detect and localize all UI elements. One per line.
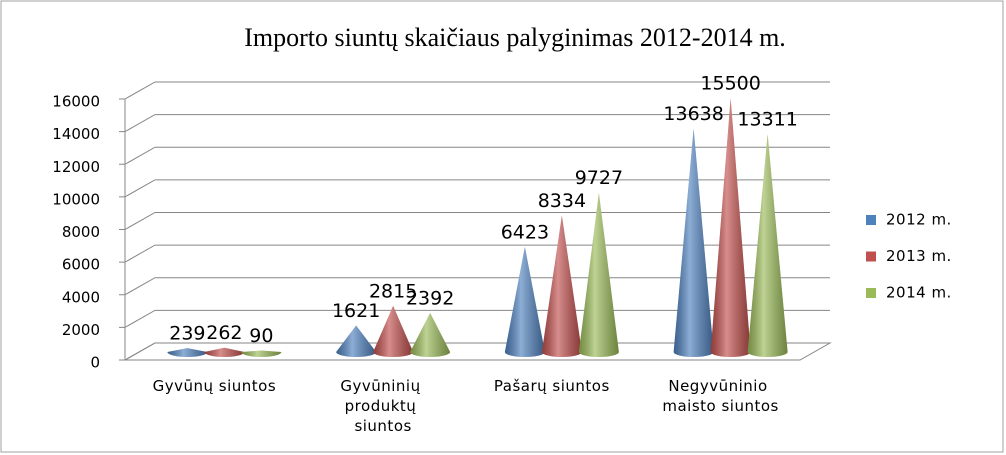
cone-shade [541,215,582,357]
legend-label: 2012 m. [886,211,952,229]
data-label: 90 [249,325,273,347]
data-label: 8334 [538,190,586,212]
y-tick-label: 10000 [52,190,100,208]
y-tick-label: 14000 [52,125,100,143]
cone-shade [167,348,208,357]
y-tick-label: 12000 [52,158,100,176]
y-tick-label: 2000 [62,321,100,339]
data-label: 6423 [501,221,549,243]
y-tick-label: 6000 [62,256,100,274]
cone-shade [673,128,714,357]
data-label: 2392 [406,287,454,309]
cone-shade [578,192,619,357]
grid-line [124,114,830,133]
chart-title: Importo siuntų skaičiaus palyginimas 201… [244,23,786,52]
y-tick-label: 4000 [62,288,100,306]
data-label: 15500 [700,73,760,95]
y-tick-label: 16000 [52,93,100,111]
cone-shade [241,350,282,357]
data-label: 9727 [575,167,623,189]
cone-shade [410,312,451,357]
data-label: 239 [169,323,205,345]
cone-shade [747,134,788,357]
cone-shade [504,246,545,357]
x-tick-label: Pašarų siuntos [494,377,610,395]
cone-shade [336,325,377,357]
legend-swatch [866,215,876,225]
data-label: 13638 [663,103,723,125]
grid-line [124,179,830,198]
data-label: 13311 [737,109,797,131]
grid-line [124,81,830,100]
x-tick-label: Gyvūnų siuntos [153,377,277,395]
legend-label: 2014 m. [886,284,952,302]
data-label: 262 [206,322,242,344]
legend-swatch [866,251,876,262]
cone-shade [204,347,245,357]
cone-shade [710,98,751,357]
cone-shade [373,305,414,357]
data-label: 2815 [369,280,417,302]
y-tick-label: 0 [90,354,100,372]
grid-line [124,146,830,165]
legend-swatch [866,288,876,298]
grid-line [124,212,830,230]
x-tick-label: Negyvūninio maisto siuntos [662,377,778,415]
y-tick-label: 8000 [62,223,100,241]
legend-label: 2013 m. [886,247,952,265]
x-tick-label: Gyvūninių produktų siuntos [340,377,426,435]
data-label: 1621 [332,300,380,322]
